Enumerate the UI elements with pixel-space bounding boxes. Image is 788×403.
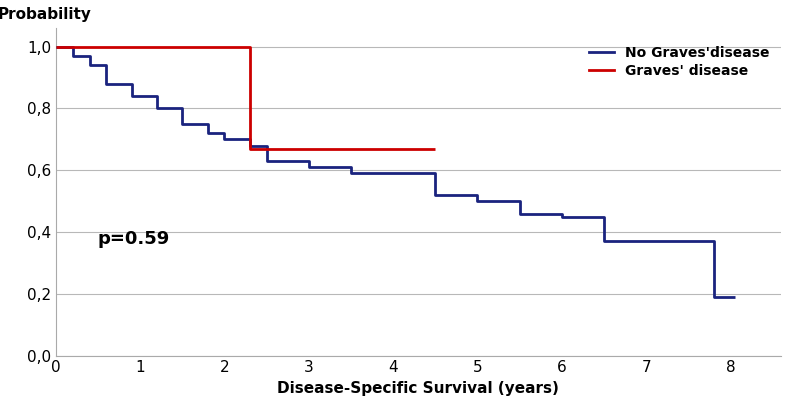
Legend: No Graves'disease, Graves' disease: No Graves'disease, Graves' disease (585, 42, 774, 82)
Text: Probability: Probability (0, 6, 91, 22)
X-axis label: Disease-Specific Survival (years): Disease-Specific Survival (years) (277, 381, 559, 396)
Text: p=0.59: p=0.59 (98, 231, 170, 248)
